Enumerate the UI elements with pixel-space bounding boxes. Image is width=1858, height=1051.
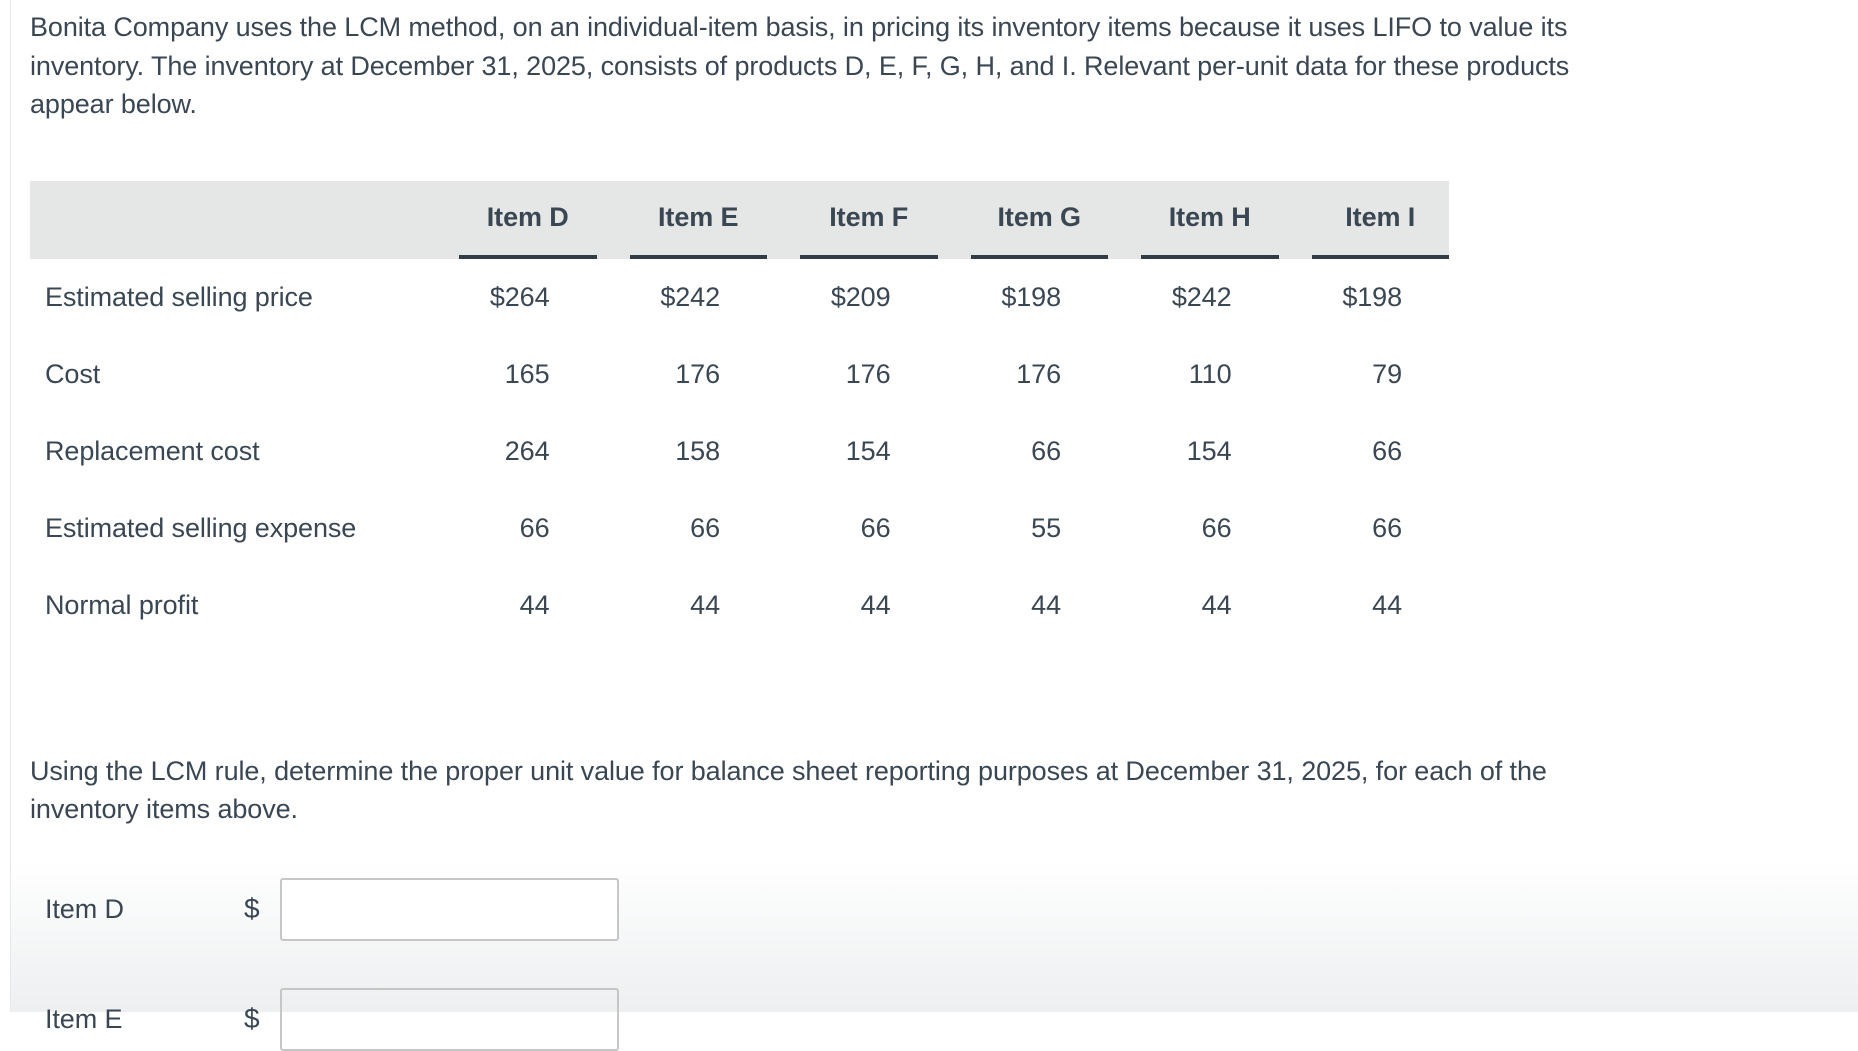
dollar-sign: $: [244, 1003, 260, 1034]
table-cell: 66: [1201, 512, 1232, 543]
table-row-cost: Cost 165 176 176 176 110 79: [30, 336, 1449, 413]
column-header-label: Item D: [459, 181, 597, 259]
item-d-answer-input[interactable]: [280, 877, 619, 941]
table-cell: 165: [504, 358, 550, 389]
table-header-row: Item D Item E Item F Item G Item H Item …: [30, 180, 1449, 259]
table-header-item-f: Item F: [767, 181, 938, 259]
answer-label: Item E: [45, 1003, 123, 1034]
table-cell: 154: [1186, 435, 1232, 466]
row-label: Estimated selling expense: [45, 512, 357, 543]
table-cell: 158: [675, 435, 720, 466]
table-cell: 79: [1372, 358, 1402, 389]
table-header-item-i: Item I: [1279, 181, 1449, 259]
question-panel: Bonita Company uses the LCM method, on a…: [30, 0, 1830, 1051]
table-row-estimated-selling-price: Estimated selling price $264 $242 $209 $…: [30, 259, 1449, 336]
per-unit-data-table: Item D Item E Item F Item G Item H Item …: [30, 180, 1449, 644]
panel-edge-divider: [10, 0, 11, 1012]
question-text: Using the LCM rule, determine the proper…: [30, 755, 1547, 825]
table-cell: 66: [690, 512, 720, 543]
item-e-answer-input[interactable]: [280, 987, 619, 1051]
table-cell: $198: [1001, 281, 1061, 312]
table-cell: 44: [519, 589, 550, 620]
table-cell: 55: [1031, 512, 1061, 543]
column-header-label: Item F: [800, 181, 938, 259]
table-cell: 176: [845, 358, 891, 389]
column-header-label: Item E: [629, 181, 767, 259]
table-cell: 44: [690, 589, 720, 620]
table-cell: $209: [830, 281, 891, 312]
table-cell: 44: [1031, 589, 1061, 620]
answer-label: Item D: [45, 893, 124, 924]
table-cell: 66: [519, 512, 550, 543]
table-header-item-g: Item G: [938, 181, 1108, 259]
column-header-label: Item I: [1311, 181, 1449, 259]
row-label: Cost: [45, 358, 101, 389]
table-cell: 176: [1016, 358, 1061, 389]
table-header-item-h: Item H: [1108, 181, 1279, 259]
table-header-empty-cell: [30, 181, 426, 259]
table-cell: $242: [660, 281, 720, 312]
problem-statement: Bonita Company uses the LCM method, on a…: [30, 12, 1570, 119]
table-cell: 264: [504, 435, 550, 466]
table-header-item-e: Item E: [597, 181, 767, 259]
table-cell: 44: [1372, 589, 1402, 620]
row-label: Normal profit: [45, 589, 199, 620]
table-cell: 66: [1372, 512, 1402, 543]
table-header-item-d: Item D: [426, 181, 597, 259]
table-cell: 44: [1201, 589, 1232, 620]
table-row-replacement-cost: Replacement cost 264 158 154 66 154 66: [30, 413, 1449, 490]
answer-row-item-e: Item E $: [30, 987, 1830, 1051]
column-header-label: Item G: [970, 181, 1108, 259]
row-label: Estimated selling price: [45, 281, 313, 312]
column-header-label: Item H: [1141, 181, 1279, 259]
table-cell: $264: [489, 281, 550, 312]
table-cell: $242: [1171, 281, 1232, 312]
dollar-sign: $: [244, 893, 260, 924]
table-cell: $198: [1342, 281, 1402, 312]
answer-row-item-d: Item D $: [30, 877, 1830, 941]
table-row-estimated-selling-expense: Estimated selling expense 66 66 66 55 66…: [30, 490, 1449, 567]
table-cell: 66: [860, 512, 891, 543]
table-cell: 154: [845, 435, 891, 466]
table-cell: 176: [675, 358, 720, 389]
table-row-normal-profit: Normal profit 44 44 44 44 44 44: [30, 567, 1449, 644]
table-cell: 110: [1188, 358, 1232, 389]
table-cell: 66: [1372, 435, 1402, 466]
table-cell: 66: [1031, 435, 1061, 466]
answer-section: Item D $ Item E $: [30, 877, 1830, 1051]
row-label: Replacement cost: [45, 435, 260, 466]
table-cell: 44: [860, 589, 891, 620]
